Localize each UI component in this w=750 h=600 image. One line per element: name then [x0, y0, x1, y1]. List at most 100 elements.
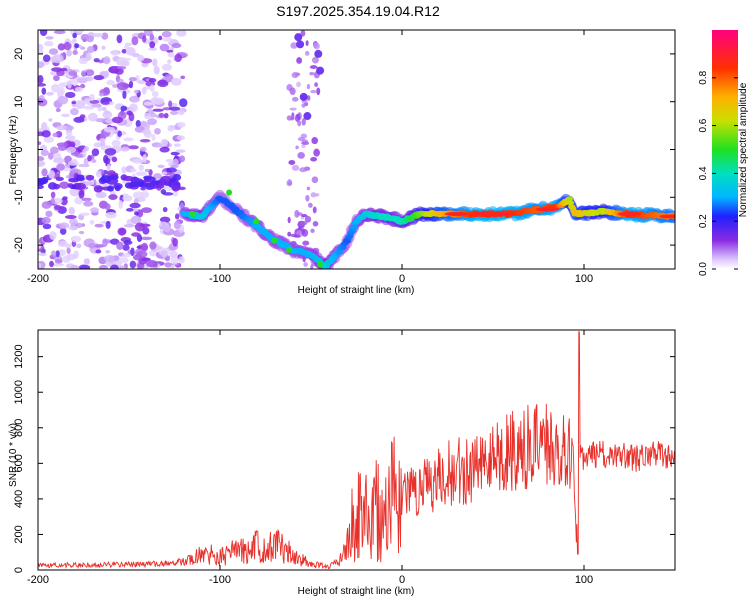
spectrogram-noise-blob: [66, 49, 72, 57]
snr-y-ticks: 0 200 400 600 800 1000 1200: [13, 344, 675, 573]
spectrogram-trace-core: [317, 261, 324, 268]
spectrogram-noise-blob: [50, 84, 61, 93]
spectrogram-noise-blob: [134, 211, 140, 216]
spectrogram-noise-blob: [51, 250, 57, 257]
spectrogram-noise-blob: [107, 185, 115, 192]
spectrogram-noise-blob: [114, 185, 121, 192]
spectrogram-noise-blob: [130, 247, 135, 257]
spectrogram-noise-blob: [178, 155, 186, 163]
spectrogram-noise-blob: [95, 118, 107, 123]
colorbar-label: Normalized spectral amplitude: [738, 82, 749, 217]
spectrogram-noise-blob: [170, 77, 182, 86]
spectrogram-trace-core: [286, 246, 293, 253]
spectrogram-noise-blob: [310, 192, 317, 198]
spectrogram-noise-blob: [149, 41, 156, 49]
spectrogram-noise-blob: [149, 33, 155, 41]
spectrogram-noise-blob: [108, 194, 118, 201]
spectrogram-noise-blob: [38, 49, 44, 55]
spectrogram-noise-blob: [301, 141, 310, 146]
spectrogram-trace: [178, 189, 675, 269]
spectrogram-noise-blob: [55, 108, 61, 113]
spectrogram-noise-blob: [296, 81, 301, 88]
spectrogram-x-tick-label: 100: [575, 273, 593, 285]
colorbar-tick-label: 0.2: [698, 214, 709, 228]
spectrogram-noise-blob: [178, 256, 185, 264]
spectrogram-noise-blob: [129, 202, 141, 209]
spectrogram-noise-blob: [167, 59, 172, 64]
spectrogram-noise-blob: [68, 225, 79, 231]
spectrogram-noise-blob: [306, 95, 311, 101]
spectrogram-noise-blob: [300, 30, 306, 37]
spectrogram-noise-blob: [100, 141, 106, 147]
spectrogram-noise-blob: [162, 192, 174, 196]
spectrogram-noise-blobs: [38, 30, 325, 269]
spectrogram-noise-blob: [42, 54, 51, 63]
spectrogram-noise-blob: [131, 158, 144, 164]
spectrogram-noise-blob: [316, 87, 321, 96]
spectrogram-noise-blob: [91, 148, 100, 157]
spectrogram-noise-blob: [63, 41, 72, 51]
spectrogram-noise-blob: [129, 260, 137, 269]
spectrogram-noise-blob: [118, 199, 124, 209]
spectrogram-noise-blob: [170, 256, 179, 265]
spectrogram-noise-blob: [180, 75, 186, 80]
spectrogram-noise-blob: [160, 175, 171, 184]
spectrogram-noise-blob: [299, 220, 308, 226]
spectrogram-noise-blob: [304, 50, 310, 56]
spectrogram-noise-blob: [311, 176, 319, 184]
spectrogram-y-label: Frequency (Hz): [8, 116, 19, 185]
spectrogram-noise-blob: [157, 79, 169, 88]
snr-x-tick-label: -100: [209, 574, 231, 586]
spectrogram-noise-blob: [142, 154, 147, 163]
spectrogram-noise-blob: [92, 244, 105, 248]
spectrogram-noise-blob: [51, 67, 63, 72]
spectrogram-noise-blob: [305, 40, 309, 47]
spectrogram-noise-blob: [166, 49, 174, 53]
spectrogram-noise-blob: [99, 264, 108, 269]
snr-y-tick-label: 200: [13, 525, 25, 543]
spectrogram-noise-blob: [133, 178, 143, 183]
snr-line: [38, 331, 675, 570]
spectrogram-noise-blob: [38, 156, 45, 162]
snr-series: [38, 331, 675, 570]
spectrogram-noise-blob: [92, 33, 104, 38]
spectrogram-noise-blob: [75, 182, 87, 191]
spectrogram-noise-blob: [141, 207, 153, 213]
spectrogram-noise-blob: [104, 148, 117, 156]
spectrogram-noise-blob: [41, 168, 48, 177]
spectrogram-noise-blob: [42, 223, 52, 230]
spectrogram-noise-blob: [149, 84, 155, 92]
spectrogram-noise-blob: [45, 36, 54, 40]
spectrogram-noise-blob: [122, 195, 133, 202]
spectrogram-noise-blob: [111, 116, 124, 124]
spectrogram-y-ticks: -20 -10 0 10 20: [13, 48, 675, 253]
spectrogram-noise-blob: [88, 242, 96, 249]
spectrogram-noise-blob: [133, 198, 139, 205]
spectrogram-noise-blob: [103, 110, 110, 115]
spectrogram-noise-blob: [85, 52, 92, 61]
spectrogram-noise-blob: [158, 112, 165, 118]
spectrogram-noise-blob: [85, 174, 95, 181]
spectrogram-noise-blob: [301, 103, 306, 108]
spectrogram-noise-blob: [162, 206, 168, 213]
spectrogram-noise-blob: [68, 206, 75, 215]
spectrogram-noise-blob: [169, 46, 175, 51]
spectrogram-noise-blob: [38, 43, 44, 52]
spectrogram-noise-blob: [123, 240, 133, 245]
spectrogram-noise-blob: [101, 32, 109, 40]
spectrogram-noise-blob: [67, 80, 72, 89]
spectrogram-noise-blob: [177, 30, 182, 37]
spectrogram-noise-blob: [130, 215, 142, 225]
spectrogram-noise-blob: [294, 33, 303, 42]
spectrogram-noise-blob: [178, 109, 185, 116]
spectrogram-noise-blob: [48, 118, 53, 122]
spectrogram-trace-point: [567, 200, 575, 206]
spectrogram-noise-blob: [90, 207, 100, 214]
spectrogram-noise-blob: [41, 216, 51, 224]
spectrogram-noise-blob: [157, 164, 165, 169]
spectrogram-noise-blob: [129, 103, 138, 113]
spectrogram-noise-blob: [81, 70, 87, 77]
spectrogram-noise-blob: [48, 169, 56, 179]
spectrogram-noise-blob: [111, 50, 119, 56]
spectrogram-noise-blob: [159, 43, 170, 52]
